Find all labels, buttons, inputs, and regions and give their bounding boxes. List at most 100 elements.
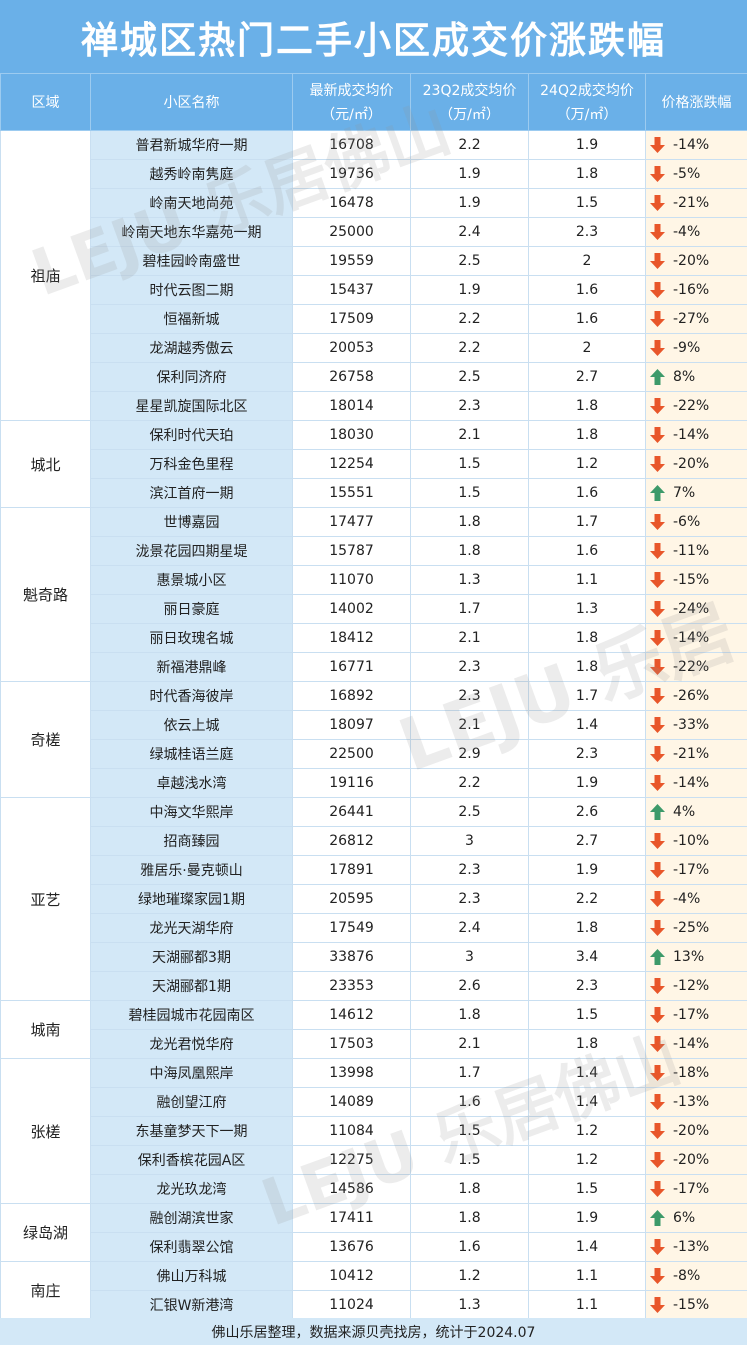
price-change-cell: -22% bbox=[645, 391, 747, 421]
arrow-down-icon bbox=[650, 1007, 665, 1023]
arrow-down-icon bbox=[650, 543, 665, 559]
q24-price-cell: 1.6 bbox=[528, 536, 646, 566]
arrow-down-icon bbox=[650, 398, 665, 414]
arrow-down-icon bbox=[650, 340, 665, 356]
table-row: 泷景花园四期星堤 15787 1.8 1.6 -11% bbox=[1, 536, 747, 566]
price-change-cell: 13% bbox=[645, 942, 747, 972]
arrow-down-icon bbox=[650, 1094, 665, 1110]
price-change-cell: -20% bbox=[645, 1145, 747, 1175]
latest-price-cell: 16771 bbox=[292, 652, 411, 682]
price-change-value: 8% bbox=[673, 369, 696, 385]
community-name-cell: 越秀岭南隽庭 bbox=[90, 159, 293, 189]
area-cell: 张槎 bbox=[0, 1058, 91, 1204]
price-change-cell: -20% bbox=[645, 1116, 747, 1146]
community-name-cell: 万科金色里程 bbox=[90, 449, 293, 479]
arrow-up-icon bbox=[650, 485, 665, 501]
price-change-cell: -14% bbox=[645, 130, 747, 160]
price-change-value: 4% bbox=[673, 804, 696, 820]
q23-price-cell: 2.1 bbox=[410, 1029, 529, 1059]
table-row: 时代云图二期 15437 1.9 1.6 -16% bbox=[1, 275, 747, 305]
price-change-value: -9% bbox=[673, 340, 701, 356]
community-name-cell: 天湖郦都3期 bbox=[90, 942, 293, 972]
latest-price-cell: 16892 bbox=[292, 681, 411, 711]
area-cell: 亚艺 bbox=[0, 797, 91, 1001]
latest-price-cell: 26758 bbox=[292, 362, 411, 392]
community-name-cell: 星星凯旋国际北区 bbox=[90, 391, 293, 421]
arrow-down-icon bbox=[650, 717, 665, 733]
latest-price-cell: 33876 bbox=[292, 942, 411, 972]
community-name-cell: 时代云图二期 bbox=[90, 275, 293, 305]
table-row: 丽日豪庭 14002 1.7 1.3 -24% bbox=[1, 594, 747, 624]
community-name-cell: 龙光天湖华府 bbox=[90, 913, 293, 943]
table-row: 滨江首府一期 15551 1.5 1.6 7% bbox=[1, 478, 747, 508]
community-name-cell: 时代香海彼岸 bbox=[90, 681, 293, 711]
q23-price-cell: 1.7 bbox=[410, 1058, 529, 1088]
price-change-cell: -21% bbox=[645, 188, 747, 218]
q24-price-cell: 2.7 bbox=[528, 362, 646, 392]
price-change-value: -20% bbox=[673, 456, 710, 472]
q23-price-cell: 1.6 bbox=[410, 1087, 529, 1117]
q24-price-cell: 1.8 bbox=[528, 391, 646, 421]
q23-price-cell: 1.5 bbox=[410, 1116, 529, 1146]
price-change-value: -6% bbox=[673, 514, 701, 530]
arrow-up-icon bbox=[650, 804, 665, 820]
community-name-cell: 保利翡翠公馆 bbox=[90, 1232, 293, 1262]
table-row: 岭南天地尚苑 16478 1.9 1.5 -21% bbox=[1, 188, 747, 218]
q23-price-cell: 1.5 bbox=[410, 478, 529, 508]
q23-price-cell: 1.3 bbox=[410, 1290, 529, 1320]
q23-price-cell: 1.9 bbox=[410, 159, 529, 189]
latest-price-cell: 17503 bbox=[292, 1029, 411, 1059]
q23-price-cell: 3 bbox=[410, 826, 529, 856]
arrow-down-icon bbox=[650, 1123, 665, 1139]
table-row: 南庄 佛山万科城 10412 1.2 1.1 -8% bbox=[0, 1261, 747, 1320]
price-change-value: -17% bbox=[673, 1181, 710, 1197]
q24-price-cell: 3.4 bbox=[528, 942, 646, 972]
arrow-down-icon bbox=[650, 978, 665, 994]
arrow-down-icon bbox=[650, 862, 665, 878]
q24-price-cell: 1.5 bbox=[528, 188, 646, 218]
price-change-cell: -4% bbox=[645, 217, 747, 247]
arrow-down-icon bbox=[650, 572, 665, 588]
arrow-down-icon bbox=[650, 775, 665, 791]
latest-price-cell: 26812 bbox=[292, 826, 411, 856]
q24-price-cell: 1.8 bbox=[528, 623, 646, 653]
arrow-down-icon bbox=[650, 833, 665, 849]
community-name-cell: 泷景花园四期星堤 bbox=[90, 536, 293, 566]
table-row: 龙湖越秀傲云 20053 2.2 2 -9% bbox=[1, 333, 747, 363]
price-change-value: -14% bbox=[673, 630, 710, 646]
q23-price-cell: 1.8 bbox=[410, 507, 529, 537]
price-change-cell: -15% bbox=[645, 1290, 747, 1320]
price-change-cell: -25% bbox=[645, 913, 747, 943]
latest-price-cell: 14089 bbox=[292, 1087, 411, 1117]
latest-price-cell: 11024 bbox=[292, 1290, 411, 1320]
price-change-value: -24% bbox=[673, 601, 710, 617]
price-change-value: -33% bbox=[673, 717, 710, 733]
table-row: 越秀岭南隽庭 19736 1.9 1.8 -5% bbox=[1, 159, 747, 189]
table-row: 东基童梦天下一期 11084 1.5 1.2 -20% bbox=[1, 1116, 747, 1146]
q23-price-cell: 2.3 bbox=[410, 855, 529, 885]
price-change-cell: -17% bbox=[645, 855, 747, 885]
area-cell: 城北 bbox=[0, 420, 91, 508]
q24-price-cell: 1.8 bbox=[528, 652, 646, 682]
q23-price-cell: 2.3 bbox=[410, 681, 529, 711]
q23-price-cell: 1.9 bbox=[410, 275, 529, 305]
q24-price-cell: 2.3 bbox=[528, 217, 646, 247]
price-change-value: 6% bbox=[673, 1210, 696, 1226]
latest-price-cell: 14586 bbox=[292, 1174, 411, 1204]
price-change-cell: -22% bbox=[645, 652, 747, 682]
community-name-cell: 中海凤凰熙岸 bbox=[90, 1058, 293, 1088]
q23-price-cell: 1.7 bbox=[410, 594, 529, 624]
community-name-cell: 融创望江府 bbox=[90, 1087, 293, 1117]
arrow-down-icon bbox=[650, 601, 665, 617]
q24-price-cell: 1.7 bbox=[528, 507, 646, 537]
table-row: 卓越浅水湾 19116 2.2 1.9 -14% bbox=[1, 768, 747, 798]
price-change-cell: -15% bbox=[645, 565, 747, 595]
table-row: 岭南天地东华嘉苑一期 25000 2.4 2.3 -4% bbox=[1, 217, 747, 247]
community-name-cell: 绿城桂语兰庭 bbox=[90, 739, 293, 769]
community-name-cell: 龙光玖龙湾 bbox=[90, 1174, 293, 1204]
arrow-down-icon bbox=[650, 456, 665, 472]
q23-price-cell: 3 bbox=[410, 942, 529, 972]
arrow-down-icon bbox=[650, 688, 665, 704]
q24-price-cell: 1.9 bbox=[528, 1203, 646, 1233]
q24-price-cell: 1.7 bbox=[528, 681, 646, 711]
